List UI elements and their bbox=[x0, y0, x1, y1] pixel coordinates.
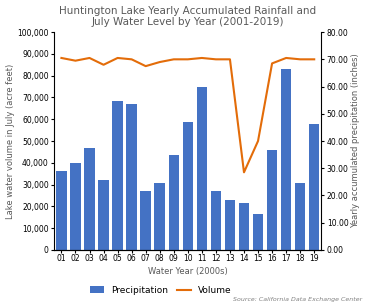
Bar bbox=[197, 87, 207, 250]
Bar bbox=[126, 104, 137, 250]
Bar bbox=[141, 191, 151, 250]
Bar bbox=[183, 122, 193, 250]
X-axis label: Water Year (2000s): Water Year (2000s) bbox=[148, 267, 228, 276]
Title: Huntington Lake Yearly Accumulated Rainfall and
July Water Level by Year (2001-2: Huntington Lake Yearly Accumulated Rainf… bbox=[59, 5, 316, 27]
Bar bbox=[239, 203, 249, 250]
Bar bbox=[84, 148, 95, 250]
Y-axis label: Lake water volume in July (acre feet): Lake water volume in July (acre feet) bbox=[5, 63, 15, 219]
Bar bbox=[154, 184, 165, 250]
Bar bbox=[98, 180, 109, 250]
Legend: Precipitation, Volume: Precipitation, Volume bbox=[87, 282, 235, 298]
Bar bbox=[56, 171, 67, 250]
Bar bbox=[112, 101, 123, 250]
Y-axis label: Yearly accumulated precipitation (inches): Yearly accumulated precipitation (inches… bbox=[351, 54, 361, 228]
Bar bbox=[168, 155, 179, 250]
Bar bbox=[253, 214, 263, 250]
Bar bbox=[225, 200, 235, 250]
Bar bbox=[211, 191, 221, 250]
Bar bbox=[309, 124, 320, 250]
Bar bbox=[70, 163, 81, 250]
Text: Source: California Data Exchange Center: Source: California Data Exchange Center bbox=[233, 297, 362, 302]
Bar bbox=[267, 150, 277, 250]
Bar bbox=[295, 184, 306, 250]
Bar bbox=[281, 69, 291, 250]
